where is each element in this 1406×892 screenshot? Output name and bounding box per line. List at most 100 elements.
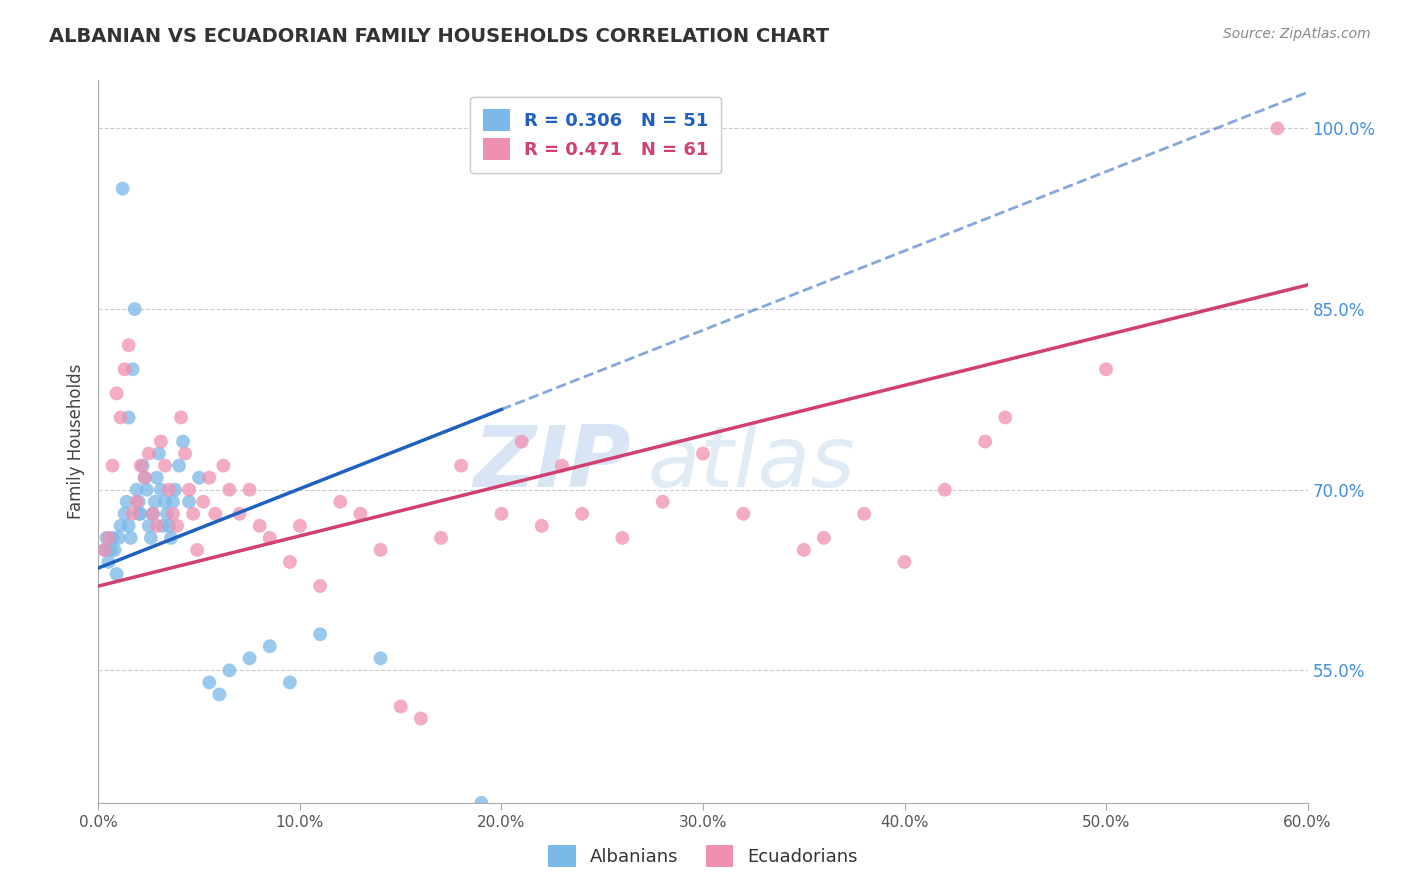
Point	[156, 507, 179, 521]
Point	[179, 494, 201, 508]
Point	[142, 507, 165, 521]
Point	[157, 483, 180, 497]
Point	[172, 434, 194, 449]
Point	[107, 531, 129, 545]
Point	[530, 519, 553, 533]
Point	[125, 494, 148, 508]
Point	[651, 494, 673, 508]
Point	[162, 507, 184, 521]
Point	[934, 483, 956, 497]
Point	[1095, 362, 1118, 376]
Point	[132, 458, 155, 473]
Point	[470, 796, 492, 810]
Point	[288, 519, 311, 533]
Text: ZIP: ZIP	[472, 422, 631, 505]
Point	[692, 446, 714, 460]
Point	[125, 483, 148, 497]
Point	[793, 542, 815, 557]
Point	[152, 519, 174, 533]
Point	[139, 531, 162, 545]
Point	[138, 519, 160, 533]
Point	[110, 410, 132, 425]
Point	[105, 567, 128, 582]
Point	[551, 458, 574, 473]
Point	[153, 494, 176, 508]
Point	[349, 507, 371, 521]
Point	[105, 386, 128, 401]
Point	[510, 434, 533, 449]
Point	[96, 531, 118, 545]
Point	[193, 494, 215, 508]
Point	[111, 181, 134, 195]
Point	[93, 542, 115, 557]
Point	[121, 362, 143, 376]
Point	[129, 507, 152, 521]
Point	[974, 434, 997, 449]
Point	[450, 458, 472, 473]
Point	[146, 471, 169, 485]
Point	[179, 483, 201, 497]
Point	[101, 531, 124, 545]
Point	[259, 531, 281, 545]
Text: ALBANIAN VS ECUADORIAN FAMILY HOUSEHOLDS CORRELATION CHART: ALBANIAN VS ECUADORIAN FAMILY HOUSEHOLDS…	[49, 27, 830, 45]
Legend: R = 0.306   N = 51, R = 0.471   N = 61: R = 0.306 N = 51, R = 0.471 N = 61	[470, 96, 721, 173]
Point	[186, 542, 208, 557]
Point	[228, 507, 250, 521]
Legend: Albanians, Ecuadorians: Albanians, Ecuadorians	[541, 838, 865, 874]
Point	[138, 446, 160, 460]
Point	[134, 471, 156, 485]
Point	[853, 507, 876, 521]
Point	[181, 507, 204, 521]
Point	[733, 507, 755, 521]
Point	[103, 542, 125, 557]
Point	[239, 483, 262, 497]
Point	[278, 555, 301, 569]
Point	[188, 471, 211, 485]
Point	[121, 507, 143, 521]
Point	[135, 483, 157, 497]
Point	[118, 410, 141, 425]
Point	[146, 519, 169, 533]
Point	[149, 434, 172, 449]
Point	[148, 446, 170, 460]
Point	[259, 639, 281, 653]
Point	[120, 531, 142, 545]
Text: Source: ZipAtlas.com: Source: ZipAtlas.com	[1223, 27, 1371, 41]
Point	[101, 458, 124, 473]
Point	[114, 507, 136, 521]
Point	[571, 507, 593, 521]
Point	[170, 410, 193, 425]
Point	[93, 542, 115, 557]
Point	[162, 494, 184, 508]
Point	[249, 519, 271, 533]
Point	[204, 507, 226, 521]
Point	[1267, 121, 1289, 136]
Point	[160, 531, 183, 545]
Point	[212, 458, 235, 473]
Point	[114, 362, 136, 376]
Point	[115, 494, 138, 508]
Point	[309, 627, 332, 641]
Point	[329, 494, 352, 508]
Point	[110, 519, 132, 533]
Point	[153, 458, 176, 473]
Point	[118, 338, 141, 352]
Point	[163, 483, 186, 497]
Point	[813, 531, 835, 545]
Point	[174, 446, 197, 460]
Point	[370, 542, 392, 557]
Y-axis label: Family Households: Family Households	[66, 364, 84, 519]
Point	[893, 555, 915, 569]
Point	[218, 664, 240, 678]
Text: atlas: atlas	[647, 422, 855, 505]
Point	[278, 675, 301, 690]
Point	[218, 483, 240, 497]
Point	[124, 301, 146, 317]
Point	[612, 531, 634, 545]
Point	[239, 651, 262, 665]
Point	[491, 507, 513, 521]
Point	[128, 494, 150, 508]
Point	[167, 458, 190, 473]
Point	[409, 712, 432, 726]
Point	[208, 687, 231, 701]
